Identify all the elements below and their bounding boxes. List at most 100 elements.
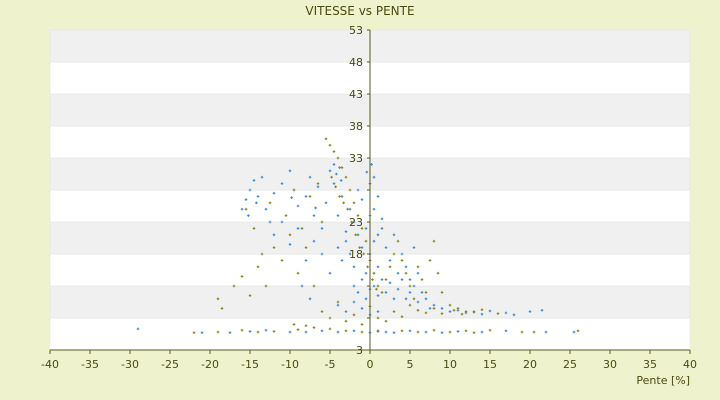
- data-point: [496, 312, 500, 315]
- data-point: [380, 291, 384, 294]
- data-point: [464, 329, 468, 333]
- data-point: [255, 201, 258, 205]
- data-point: [272, 330, 276, 333]
- data-point: [364, 227, 368, 230]
- data-point: [408, 329, 412, 333]
- data-point: [376, 284, 380, 288]
- data-point: [356, 188, 360, 192]
- x-tick-label: -20: [201, 358, 219, 371]
- data-point: [404, 265, 408, 269]
- data-point: [344, 230, 348, 233]
- data-point: [472, 310, 476, 314]
- data-point: [328, 271, 332, 275]
- data-point: [364, 271, 368, 275]
- data-point: [335, 172, 338, 176]
- data-point: [396, 239, 400, 243]
- data-point: [356, 291, 360, 294]
- data-point: [348, 188, 352, 192]
- data-point: [520, 330, 524, 334]
- data-point: [264, 328, 268, 332]
- data-point: [472, 331, 476, 335]
- data-point: [440, 291, 444, 294]
- data-point: [320, 227, 324, 230]
- data-point: [460, 312, 464, 316]
- data-point: [240, 328, 244, 332]
- data-point: [404, 271, 408, 275]
- data-point: [228, 331, 232, 335]
- data-point: [328, 327, 332, 331]
- data-point: [342, 201, 345, 205]
- chart-title: VITESSE vs PENTE: [305, 4, 414, 18]
- data-point: [392, 297, 396, 301]
- data-point: [336, 303, 340, 307]
- x-tick-label: -25: [161, 358, 179, 371]
- data-point: [376, 316, 380, 320]
- data-point: [336, 330, 340, 334]
- data-point: [360, 246, 364, 249]
- data-point: [448, 330, 452, 334]
- data-point: [408, 284, 412, 288]
- data-point: [296, 271, 300, 275]
- data-point: [244, 207, 248, 211]
- data-point: [344, 329, 348, 333]
- data-point: [412, 297, 416, 301]
- data-point: [392, 331, 396, 335]
- data-point: [396, 287, 400, 291]
- data-point: [384, 246, 388, 249]
- y-tick-label: 38: [349, 120, 363, 133]
- data-point: [248, 188, 252, 192]
- data-point: [544, 330, 548, 334]
- data-point: [358, 246, 361, 249]
- data-point: [354, 233, 357, 237]
- data-point: [360, 323, 364, 326]
- data-point: [280, 182, 284, 185]
- data-points: [136, 137, 580, 335]
- data-point: [256, 195, 260, 198]
- data-point: [352, 201, 356, 205]
- data-point: [424, 311, 428, 315]
- data-point: [288, 169, 292, 173]
- data-point: [572, 330, 576, 334]
- data-point: [375, 287, 378, 291]
- data-point: [372, 239, 376, 243]
- data-point: [452, 309, 456, 312]
- data-point: [408, 278, 412, 281]
- data-point: [272, 246, 276, 249]
- data-point: [528, 310, 532, 313]
- data-point: [304, 259, 308, 262]
- data-point: [336, 156, 340, 160]
- x-tick-label: 25: [563, 358, 577, 371]
- data-point: [400, 252, 404, 256]
- data-point: [268, 201, 272, 205]
- data-point: [332, 163, 336, 166]
- data-point: [328, 143, 332, 147]
- data-point: [376, 265, 380, 269]
- data-point: [192, 331, 196, 335]
- data-point: [312, 326, 316, 329]
- data-point: [272, 191, 276, 195]
- data-point: [332, 182, 336, 185]
- data-point: [388, 259, 392, 262]
- data-point: [428, 259, 432, 262]
- y-tick-label: 33: [349, 152, 363, 165]
- data-point: [376, 195, 380, 198]
- data-point: [416, 300, 420, 304]
- data-point: [320, 310, 324, 313]
- data-point: [240, 275, 244, 278]
- data-point: [384, 330, 388, 334]
- data-point: [260, 175, 264, 179]
- data-point: [352, 265, 356, 269]
- data-point: [384, 319, 388, 323]
- x-tick-label: -10: [281, 358, 299, 371]
- data-point: [448, 310, 452, 313]
- data-point: [136, 327, 140, 331]
- x-axis-label: Pente [%]: [636, 374, 690, 387]
- data-point: [332, 150, 336, 153]
- data-point: [344, 310, 348, 313]
- data-point: [344, 239, 348, 243]
- data-point: [244, 198, 248, 201]
- data-point: [480, 330, 484, 334]
- data-point: [316, 185, 320, 189]
- data-point: [336, 214, 340, 217]
